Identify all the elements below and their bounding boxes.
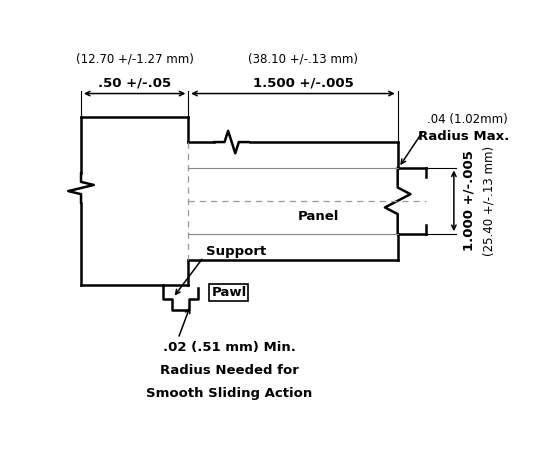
Text: Pawl: Pawl: [211, 286, 247, 299]
Text: (38.10 +/-.13 mm): (38.10 +/-.13 mm): [248, 52, 358, 66]
Text: Support: Support: [206, 245, 266, 258]
Text: (12.70 +/-1.27 mm): (12.70 +/-1.27 mm): [76, 52, 194, 66]
Text: (25.40 +/-.13 mm): (25.40 +/-.13 mm): [482, 146, 495, 256]
Text: 1.000 +/-.005: 1.000 +/-.005: [463, 150, 476, 251]
Text: .04 (1.02mm): .04 (1.02mm): [427, 113, 508, 126]
Text: .50 +/-.05: .50 +/-.05: [98, 76, 171, 89]
Text: 1.500 +/-.005: 1.500 +/-.005: [253, 76, 354, 89]
Text: Radius Max.: Radius Max.: [418, 130, 509, 143]
Text: Smooth Sliding Action: Smooth Sliding Action: [146, 387, 312, 400]
Text: .02 (.51 mm) Min.: .02 (.51 mm) Min.: [163, 341, 295, 354]
Text: Radius Needed for: Radius Needed for: [160, 364, 299, 377]
Text: Panel: Panel: [298, 210, 339, 223]
